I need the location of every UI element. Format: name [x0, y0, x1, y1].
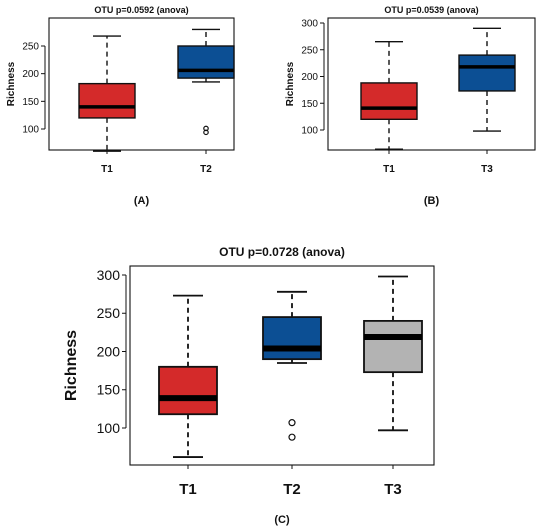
outlier-point: [203, 129, 209, 136]
x-category-label: T1: [383, 164, 395, 175]
panel-label: (A): [134, 195, 150, 207]
y-tick-label: 300: [301, 19, 318, 30]
y-tick-label: 100: [22, 125, 39, 136]
y-tick-label: 200: [22, 69, 39, 80]
y-tick-label: 250: [97, 305, 121, 321]
box-iqr: [177, 45, 235, 79]
box-t3: [363, 275, 423, 432]
x-category-label: T3: [384, 481, 402, 498]
box-t3: [458, 27, 516, 132]
x-category-label: T3: [481, 164, 493, 175]
y-axis-label: Richness: [285, 61, 296, 106]
box-t1: [158, 294, 218, 458]
box-iqr: [360, 82, 418, 120]
box-iqr: [158, 365, 218, 416]
x-category-label: T2: [283, 481, 301, 498]
plot-frame: [48, 17, 235, 151]
y-tick-label: 250: [301, 45, 318, 56]
chart-title: OTU p=0.0539 (anova): [384, 5, 478, 15]
chart-panel-2: OTU p=0.0539 (anova) 100 150 200 250 300 Richn…: [285, 5, 536, 207]
plot-frame: [129, 265, 435, 466]
y-axis-label: Richness: [6, 61, 17, 106]
y-tick-label: 150: [97, 382, 121, 398]
x-category-label: T1: [101, 164, 113, 175]
box-t1: [78, 35, 136, 152]
box-t2: [177, 28, 235, 136]
chart-panel-3: OTU p=0.0728 (anova) 100 150 200 250 300 Richn…: [63, 245, 435, 526]
chart-panel-1: OTU p=0.0592 (anova) 100 150 200 250 Richness…: [6, 5, 235, 207]
y-axis-label: Richness: [63, 330, 80, 401]
chart-title: OTU p=0.0592 (anova): [94, 5, 188, 15]
y-tick-label: 200: [97, 343, 121, 359]
plot-frame: [327, 17, 536, 151]
box-iqr: [262, 316, 322, 361]
box-iqr: [78, 82, 136, 119]
y-tick-label: 250: [22, 42, 39, 53]
y-tick-label: 150: [22, 97, 39, 108]
x-category-label: T1: [179, 481, 197, 498]
y-tick-label: 300: [97, 267, 121, 283]
y-tick-label: 200: [301, 72, 318, 83]
outlier-point: [288, 433, 296, 441]
box-iqr: [458, 54, 516, 92]
box-t2: [262, 290, 322, 441]
panel-label: (B): [424, 195, 440, 207]
box-iqr: [363, 319, 423, 374]
panel-label: (C): [274, 514, 290, 526]
y-tick-label: 100: [301, 126, 318, 137]
outlier-point: [288, 419, 296, 427]
x-category-label: T2: [200, 164, 212, 175]
y-tick-label: 100: [97, 420, 121, 436]
chart-title: OTU p=0.0728 (anova): [219, 245, 345, 259]
box-t1: [360, 41, 418, 150]
y-tick-label: 150: [301, 99, 318, 110]
